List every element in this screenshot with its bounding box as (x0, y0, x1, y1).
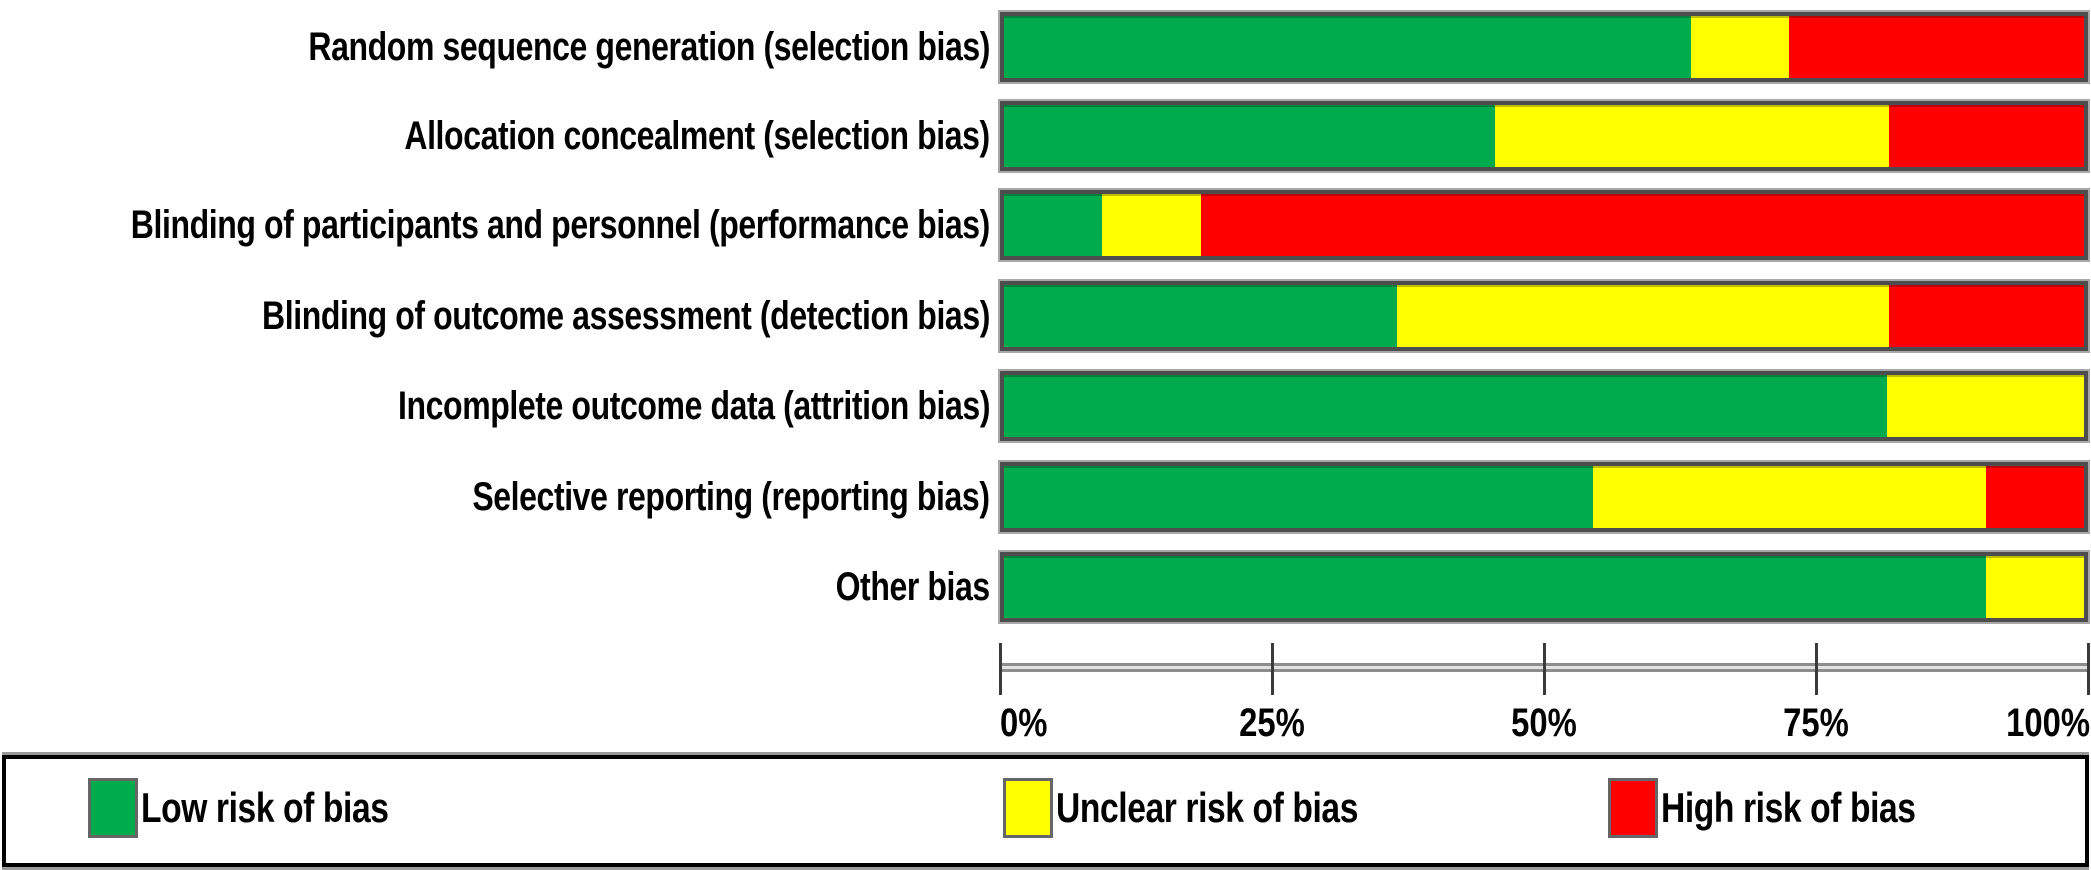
segment-high-risk-of-bias (1888, 285, 2084, 347)
axis-tick (1815, 643, 1818, 695)
segment-unclear-risk-of-bias (1102, 194, 1201, 256)
legend-label-high-risk: High risk of bias (1661, 784, 1916, 831)
legend-label-unclear-risk: Unclear risk of bias (1056, 784, 1358, 831)
risk-bar (1000, 552, 2088, 622)
legend-box: Low risk of bias Unclear risk of bias Hi… (2, 755, 2089, 867)
risk-bar (1000, 190, 2088, 260)
segment-low-risk-of-bias (1004, 375, 1888, 437)
axis-tick (1271, 643, 1274, 695)
category-label: Random sequence generation (selection bi… (308, 25, 990, 69)
axis-tick-label: 50% (1511, 701, 1577, 745)
segment-unclear-risk-of-bias (1495, 105, 1889, 167)
category-label: Blinding of outcome assessment (detectio… (262, 294, 990, 338)
category-label: Other bias (835, 565, 991, 609)
legend-item-high-risk: High risk of bias (1608, 775, 1979, 841)
category-label: Allocation concealment (selection bias) (404, 114, 991, 158)
legend-label-low-risk: Low risk of bias (141, 784, 389, 831)
segment-low-risk-of-bias (1004, 194, 1103, 256)
risk-bar (1000, 12, 2088, 82)
segment-high-risk-of-bias (1985, 466, 2084, 528)
axis-tick (999, 643, 1002, 695)
segment-low-risk-of-bias (1004, 556, 1986, 618)
category-label: Selective reporting (reporting bias) (472, 475, 991, 519)
segment-unclear-risk-of-bias (1985, 556, 2084, 618)
category-label: Incomplete outcome data (attrition bias) (397, 384, 990, 428)
legend-item-low-risk: Low risk of bias (88, 775, 450, 841)
axis-tick-label: 100% (2006, 701, 2090, 745)
axis-tick (1543, 643, 1546, 695)
segment-unclear-risk-of-bias (1887, 375, 2084, 437)
segment-unclear-risk-of-bias (1592, 466, 1986, 528)
segment-low-risk-of-bias (1004, 285, 1398, 347)
category-label: Blinding of participants and personnel (… (130, 203, 990, 247)
risk-bar (1000, 101, 2088, 171)
risk-bar (1000, 281, 2088, 351)
high-risk-swatch (1608, 778, 1658, 838)
segment-high-risk-of-bias (1200, 194, 2084, 256)
axis-tick-label: 0% (1000, 701, 1048, 745)
axis-tick-label: 75% (1783, 701, 1849, 745)
segment-low-risk-of-bias (1004, 466, 1593, 528)
risk-bar (1000, 371, 2088, 441)
low-risk-swatch (88, 778, 138, 838)
segment-high-risk-of-bias (1789, 16, 2084, 78)
risk-bar (1000, 462, 2088, 532)
segment-unclear-risk-of-bias (1690, 16, 1790, 78)
unclear-risk-swatch (1003, 778, 1053, 838)
legend-item-unclear-risk: Unclear risk of bias (1003, 775, 1434, 841)
segment-low-risk-of-bias (1004, 16, 1691, 78)
axis-tick (2087, 643, 2090, 695)
segment-unclear-risk-of-bias (1397, 285, 1889, 347)
axis-tick-label: 25% (1239, 701, 1305, 745)
segment-low-risk-of-bias (1004, 105, 1496, 167)
segment-high-risk-of-bias (1888, 105, 2084, 167)
